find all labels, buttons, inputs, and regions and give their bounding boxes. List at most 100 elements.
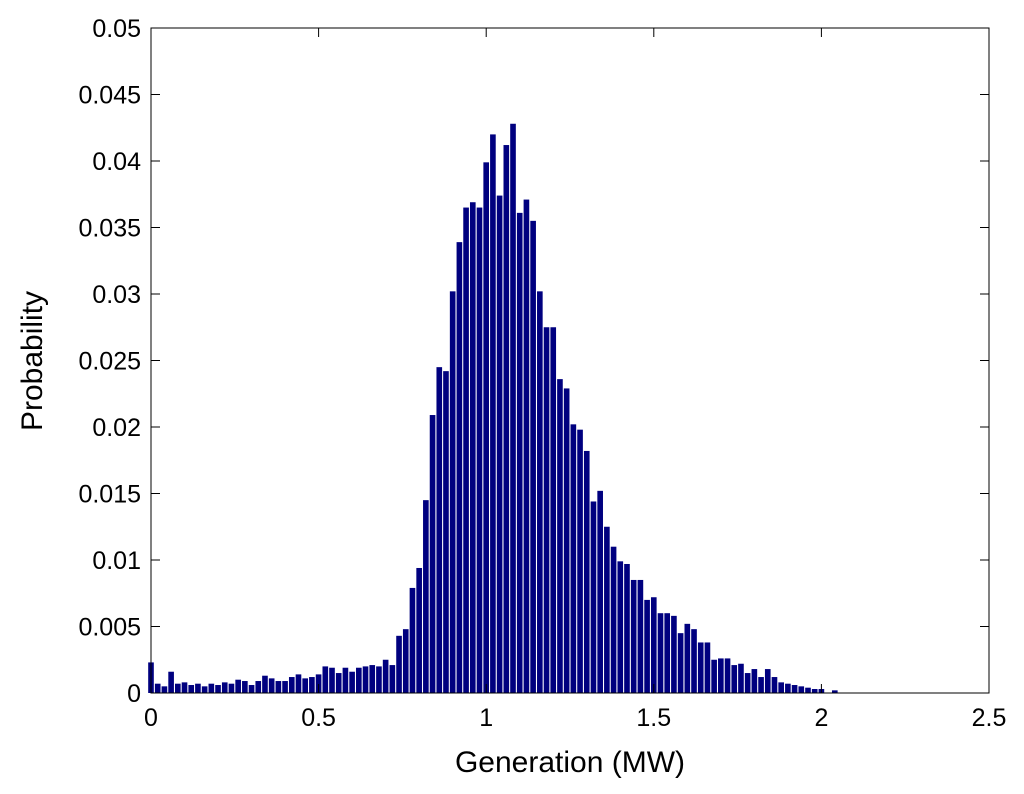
histogram-bar bbox=[711, 659, 717, 693]
histogram-bar bbox=[449, 291, 456, 693]
histogram-bar bbox=[302, 678, 309, 693]
y-tick-label: 0.005 bbox=[78, 614, 141, 642]
y-tick-label: 0.045 bbox=[78, 82, 141, 110]
y-tick-label: 0.04 bbox=[92, 148, 141, 176]
histogram-bar bbox=[295, 674, 302, 693]
x-tick-label: 1.5 bbox=[636, 704, 671, 732]
histogram-bar bbox=[510, 123, 516, 693]
histogram-bar bbox=[764, 669, 771, 693]
histogram-bar bbox=[463, 207, 469, 694]
histogram-bar bbox=[771, 677, 778, 693]
x-tick-label: 2.5 bbox=[972, 704, 1007, 732]
histogram-bar bbox=[376, 666, 382, 693]
x-axis-label: Generation (MW) bbox=[455, 746, 685, 779]
histogram-bar bbox=[322, 666, 329, 693]
histogram-bar bbox=[677, 633, 684, 693]
histogram-bar bbox=[215, 685, 221, 693]
histogram-bar bbox=[744, 673, 751, 693]
histogram-bar bbox=[704, 642, 711, 693]
histogram-bar bbox=[563, 388, 570, 693]
histogram-bar bbox=[476, 207, 483, 694]
histogram-bar bbox=[168, 671, 174, 693]
y-tick-label: 0 bbox=[127, 680, 141, 708]
histogram-bar bbox=[221, 682, 228, 693]
histogram-bar bbox=[778, 682, 784, 693]
histogram-bar bbox=[255, 681, 262, 693]
bars-group bbox=[148, 123, 838, 694]
histogram-bar bbox=[235, 679, 241, 693]
histogram-bar bbox=[423, 500, 429, 693]
histogram-bar bbox=[429, 415, 436, 693]
histogram-bar bbox=[416, 567, 422, 693]
x-tick-label: 0.5 bbox=[301, 704, 336, 732]
histogram-bar bbox=[490, 134, 496, 693]
histogram-bar bbox=[288, 677, 295, 693]
histogram-bar bbox=[718, 658, 724, 693]
histogram-bar bbox=[503, 145, 510, 694]
histogram-bar bbox=[657, 613, 664, 693]
histogram-bar bbox=[362, 666, 369, 693]
histogram-bar bbox=[389, 665, 396, 693]
histogram-bar bbox=[329, 667, 335, 693]
histogram-bar bbox=[543, 327, 550, 693]
histogram-bar bbox=[242, 681, 248, 693]
histogram-bar bbox=[436, 367, 443, 693]
histogram-bar bbox=[650, 597, 657, 693]
histogram-bar bbox=[201, 686, 208, 693]
histogram-bar bbox=[597, 490, 603, 693]
histogram-bar bbox=[469, 202, 476, 694]
histogram-bar bbox=[590, 501, 597, 693]
histogram-bar bbox=[805, 687, 811, 693]
histogram-bar bbox=[785, 683, 791, 693]
y-tick-label: 0.025 bbox=[78, 348, 141, 376]
histogram-bar bbox=[630, 579, 637, 693]
y-axis-label: Probability bbox=[16, 291, 49, 431]
y-tick-label: 0.05 bbox=[92, 15, 141, 43]
histogram-bar bbox=[402, 629, 409, 693]
x-tick-label: 1 bbox=[479, 704, 493, 732]
histogram-bar bbox=[181, 682, 188, 693]
histogram-bar bbox=[275, 681, 282, 693]
histogram-bar bbox=[684, 623, 691, 693]
histogram-bar bbox=[396, 635, 402, 693]
histogram-bar bbox=[610, 546, 617, 693]
histogram-bar bbox=[161, 686, 168, 693]
histogram-bar bbox=[188, 685, 195, 693]
histogram-bar bbox=[523, 199, 530, 693]
histogram-bar bbox=[624, 563, 630, 693]
histogram-bar bbox=[154, 683, 161, 693]
histogram-bar bbox=[282, 681, 288, 693]
y-tick-label: 0.02 bbox=[92, 414, 141, 442]
histogram-bar bbox=[382, 659, 389, 693]
histogram-bar bbox=[811, 689, 818, 693]
histogram-bar bbox=[724, 658, 731, 693]
histogram-bar bbox=[537, 291, 543, 693]
y-tick-label: 0.01 bbox=[92, 547, 141, 575]
histogram-bar bbox=[496, 195, 503, 693]
histogram-bar bbox=[557, 379, 563, 693]
histogram-bar bbox=[315, 674, 322, 693]
x-tick-label: 0 bbox=[144, 704, 158, 732]
histogram-bar bbox=[791, 685, 798, 693]
histogram-bar bbox=[175, 683, 181, 693]
histogram-bar bbox=[228, 683, 235, 693]
histogram-bar bbox=[671, 615, 677, 693]
histogram-bar bbox=[530, 220, 536, 693]
histogram-bar bbox=[268, 678, 275, 693]
x-axis: 0 0.5 1 1.5 2 2.5 bbox=[144, 28, 1006, 732]
histogram-bar bbox=[516, 212, 523, 693]
histogram-bar bbox=[617, 561, 624, 693]
histogram-bar bbox=[248, 685, 255, 693]
histogram-bar bbox=[456, 242, 463, 693]
histogram-bar bbox=[335, 673, 342, 693]
histogram-bar bbox=[758, 677, 764, 693]
y-tick-label: 0.035 bbox=[78, 215, 141, 243]
histogram-bar bbox=[550, 327, 557, 693]
histogram-bar bbox=[570, 424, 577, 693]
histogram-bar bbox=[637, 579, 644, 693]
histogram-bar bbox=[262, 675, 268, 693]
histogram-bar bbox=[309, 677, 315, 693]
histogram-bar bbox=[409, 587, 416, 693]
histogram-bar bbox=[691, 629, 697, 693]
